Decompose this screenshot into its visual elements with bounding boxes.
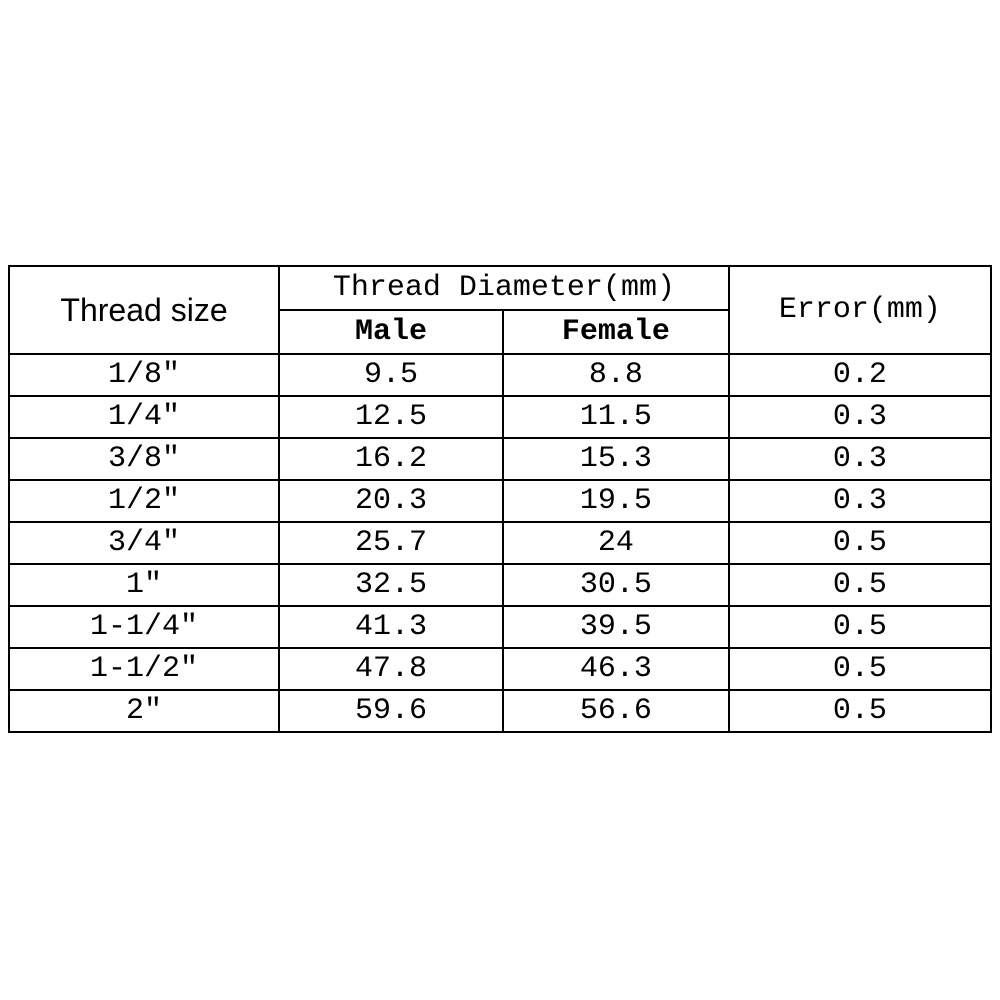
table-row: 1″32.530.50.5 <box>9 564 991 606</box>
cell-error: 0.5 <box>729 606 991 648</box>
cell-error: 0.5 <box>729 522 991 564</box>
header-thread-diameter: Thread Diameter(mm) <box>279 266 729 310</box>
cell-female: 30.5 <box>503 564 729 606</box>
cell-error: 0.5 <box>729 690 991 732</box>
cell-male: 9.5 <box>279 354 503 396</box>
cell-size: 1″ <box>9 564 279 606</box>
cell-female: 11.5 <box>503 396 729 438</box>
cell-size: 3/8″ <box>9 438 279 480</box>
cell-female: 15.3 <box>503 438 729 480</box>
cell-female: 46.3 <box>503 648 729 690</box>
cell-female: 19.5 <box>503 480 729 522</box>
table-row: 1/8″9.58.80.2 <box>9 354 991 396</box>
cell-female: 24 <box>503 522 729 564</box>
cell-male: 16.2 <box>279 438 503 480</box>
table-row: 1-1/4″41.339.50.5 <box>9 606 991 648</box>
thread-size-table: Thread size Thread Diameter(mm) Error(mm… <box>8 265 992 733</box>
header-male: Male <box>279 310 503 354</box>
table-header: Thread size Thread Diameter(mm) Error(mm… <box>9 266 991 354</box>
table-row: 3/4″25.7240.5 <box>9 522 991 564</box>
cell-size: 1/4″ <box>9 396 279 438</box>
cell-error: 0.3 <box>729 480 991 522</box>
header-thread-size: Thread size <box>9 266 279 354</box>
cell-male: 41.3 <box>279 606 503 648</box>
cell-size: 3/4″ <box>9 522 279 564</box>
cell-male: 25.7 <box>279 522 503 564</box>
cell-male: 59.6 <box>279 690 503 732</box>
table-row: 1/4″12.511.50.3 <box>9 396 991 438</box>
cell-male: 12.5 <box>279 396 503 438</box>
cell-male: 20.3 <box>279 480 503 522</box>
cell-male: 47.8 <box>279 648 503 690</box>
table-row: 1-1/2″47.846.30.5 <box>9 648 991 690</box>
cell-error: 0.2 <box>729 354 991 396</box>
thread-size-table-container: Thread size Thread Diameter(mm) Error(mm… <box>8 265 992 733</box>
cell-size: 1/8″ <box>9 354 279 396</box>
cell-size: 1-1/4″ <box>9 606 279 648</box>
cell-error: 0.5 <box>729 564 991 606</box>
cell-error: 0.3 <box>729 396 991 438</box>
cell-male: 32.5 <box>279 564 503 606</box>
cell-size: 2″ <box>9 690 279 732</box>
cell-error: 0.5 <box>729 648 991 690</box>
cell-female: 56.6 <box>503 690 729 732</box>
cell-size: 1/2″ <box>9 480 279 522</box>
table-row: 3/8″16.215.30.3 <box>9 438 991 480</box>
cell-error: 0.3 <box>729 438 991 480</box>
cell-female: 8.8 <box>503 354 729 396</box>
header-female: Female <box>503 310 729 354</box>
table-row: 2″59.656.60.5 <box>9 690 991 732</box>
cell-size: 1-1/2″ <box>9 648 279 690</box>
table-body: 1/8″9.58.80.21/4″12.511.50.33/8″16.215.3… <box>9 354 991 732</box>
table-row: 1/2″20.319.50.3 <box>9 480 991 522</box>
cell-female: 39.5 <box>503 606 729 648</box>
header-error: Error(mm) <box>729 266 991 354</box>
